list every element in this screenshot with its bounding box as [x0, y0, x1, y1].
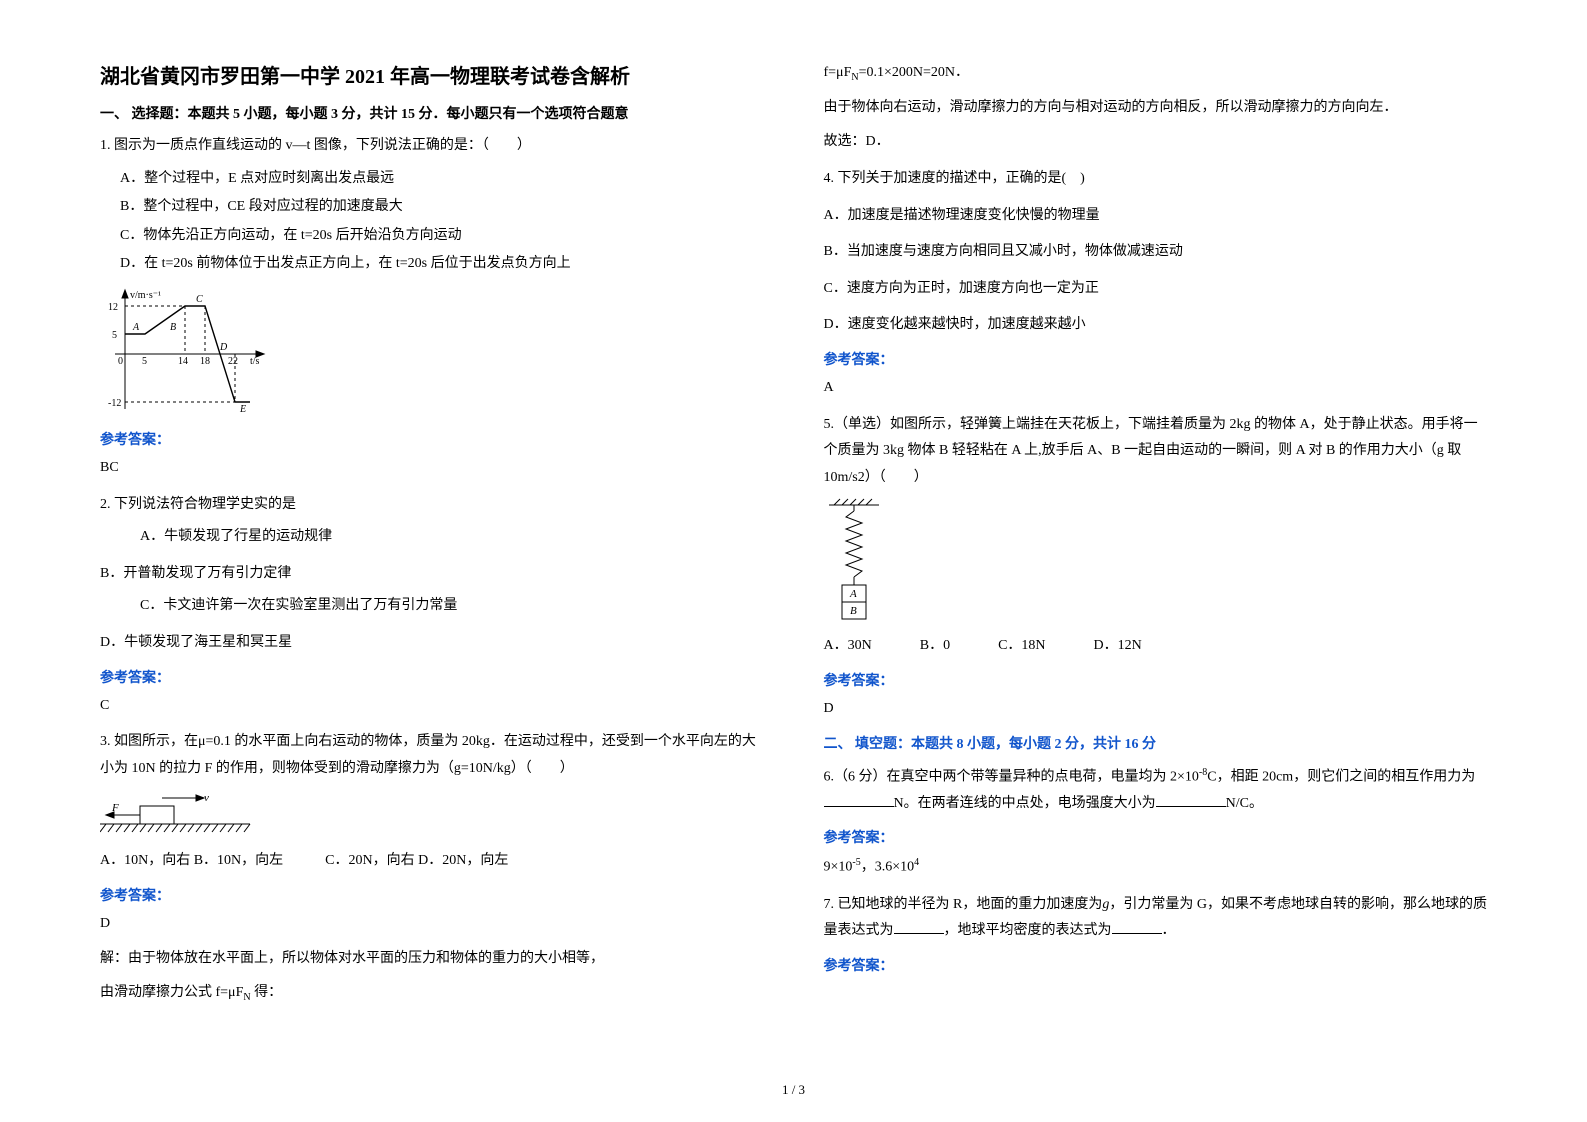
q6-ref-label: 参考答案： [824, 827, 1488, 847]
q1-opt-a: A．整个过程中，E 点对应时刻离出发点最远 [120, 166, 764, 193]
svg-text:E: E [239, 404, 246, 415]
svg-text:A: A [849, 588, 857, 600]
svg-text:22: 22 [228, 356, 238, 367]
page-footer: 1 / 3 [0, 1082, 1587, 1098]
page-title: 湖北省黄冈市罗田第一中学 2021 年高一物理联考试卷含解析 [100, 60, 764, 89]
q1-graph: v/m·s⁻¹ 12 5 -12 0 5 14 18 22 t/s A B C … [100, 284, 270, 419]
section-b-heading: 二、 填空题：本题共 8 小题，每小题 2 分，共计 16 分 [824, 733, 1488, 753]
q6-stem: 6.（6 分）在真空中两个带等量异种的点电荷，电量均为 2×10-8C，相距 2… [824, 763, 1488, 818]
svg-text:B: B [170, 322, 176, 333]
q5-ref-label: 参考答案： [824, 670, 1488, 690]
q4-opt-b: B．当加速度与速度方向相同且又减小时，物体做减速运动 [824, 239, 1488, 266]
svg-text:18: 18 [200, 356, 210, 367]
q4-opt-c: C．速度方向为正时，加速度方向也一定为正 [824, 276, 1488, 303]
svg-text:v: v [204, 792, 209, 804]
svg-text:F: F [111, 802, 119, 814]
q1-opt-b: B．整个过程中，CE 段对应过程的加速度最大 [120, 194, 764, 221]
svg-text:A: A [132, 322, 140, 333]
q3-sol-5: 故选：D． [824, 129, 1488, 156]
q3-stem: 3. 如图所示，在μ=0.1 的水平面上向右运动的物体，质量为 20kg．在运动… [100, 729, 764, 782]
svg-text:v/m·s⁻¹: v/m·s⁻¹ [130, 290, 161, 301]
svg-text:0: 0 [118, 356, 123, 367]
section-a-heading: 一、 选择题：本题共 5 小题，每小题 3 分，共计 15 分．每小题只有一个选… [100, 103, 764, 123]
q3-sol-1: 解：由于物体放在水平面上，所以物体对水平面的压力和物体的重力的大小相等， [100, 946, 764, 973]
q1-answer: BC [100, 455, 764, 482]
q3-graph: F v [100, 788, 260, 838]
svg-text:C: C [196, 294, 203, 305]
svg-text:14: 14 [178, 356, 188, 367]
q5-answer: D [824, 696, 1488, 723]
svg-text:5: 5 [112, 330, 117, 341]
q3-sol-2: 由滑动摩擦力公式 f=μFN 得： [100, 980, 764, 1007]
q2-opt-c: C．卡文迪许第一次在实验室里测出了万有引力常量 [140, 593, 764, 620]
svg-text:D: D [219, 342, 228, 353]
q5-opts: A．30NB．0C．18ND．12N [824, 633, 1488, 660]
q1-ref-label: 参考答案： [100, 429, 764, 449]
svg-text:t/s: t/s [250, 356, 260, 367]
q4-ref-label: 参考答案： [824, 349, 1488, 369]
q5-stem: 5.（单选）如图所示，轻弹簧上端挂在天花板上，下端挂着质量为 2kg 的物体 A… [824, 412, 1488, 492]
q2-opt-b: B．开普勒发现了万有引力定律 [100, 561, 764, 588]
q6-answer: 9×10-5，3.6×104 [824, 853, 1488, 881]
q4-stem: 4. 下列关于加速度的描述中，正确的是( ) [824, 166, 1488, 193]
q7-ref-label: 参考答案： [824, 955, 1488, 975]
svg-text:12: 12 [108, 302, 118, 313]
q1-opt-c: C．物体先沿正方向运动，在 t=20s 后开始沿负方向运动 [120, 223, 764, 250]
q2-ref-label: 参考答案： [100, 667, 764, 687]
q4-opt-d: D．速度变化越来越快时，加速度越来越小 [824, 312, 1488, 339]
q1-stem: 1. 图示为一质点作直线运动的 v—t 图像，下列说法正确的是：（ ） [100, 133, 764, 160]
q3-opts: A．10N，向右 B．10N，向左 C．20N，向右 D．20N，向左 [100, 848, 764, 875]
q4-answer: A [824, 375, 1488, 402]
q2-opt-a: A．牛顿发现了行星的运动规律 [140, 524, 764, 551]
q4-opt-a: A．加速度是描述物理速度变化快慢的物理量 [824, 203, 1488, 230]
q2-opt-d: D．牛顿发现了海王星和冥王星 [100, 630, 764, 657]
svg-text:-12: -12 [108, 398, 121, 409]
q3-answer: D [100, 911, 764, 938]
q2-answer: C [100, 693, 764, 720]
q3-sol-3: f=μFN=0.1×200N=20N． [824, 60, 1488, 87]
q3-ref-label: 参考答案： [100, 885, 764, 905]
q2-stem: 2. 下列说法符合物理学史实的是 [100, 492, 764, 519]
q5-graph: A B [824, 497, 884, 627]
q3-sol-4: 由于物体向右运动，滑动摩擦力的方向与相对运动的方向相反，所以滑动摩擦力的方向向左… [824, 95, 1488, 122]
q7-stem: 7. 已知地球的半径为 R，地面的重力加速度为g，引力常量为 G，如果不考虑地球… [824, 892, 1488, 945]
svg-text:B: B [850, 605, 857, 617]
svg-text:5: 5 [142, 356, 147, 367]
q1-opt-d: D．在 t=20s 前物体位于出发点正方向上，在 t=20s 后位于出发点负方向… [120, 251, 764, 278]
